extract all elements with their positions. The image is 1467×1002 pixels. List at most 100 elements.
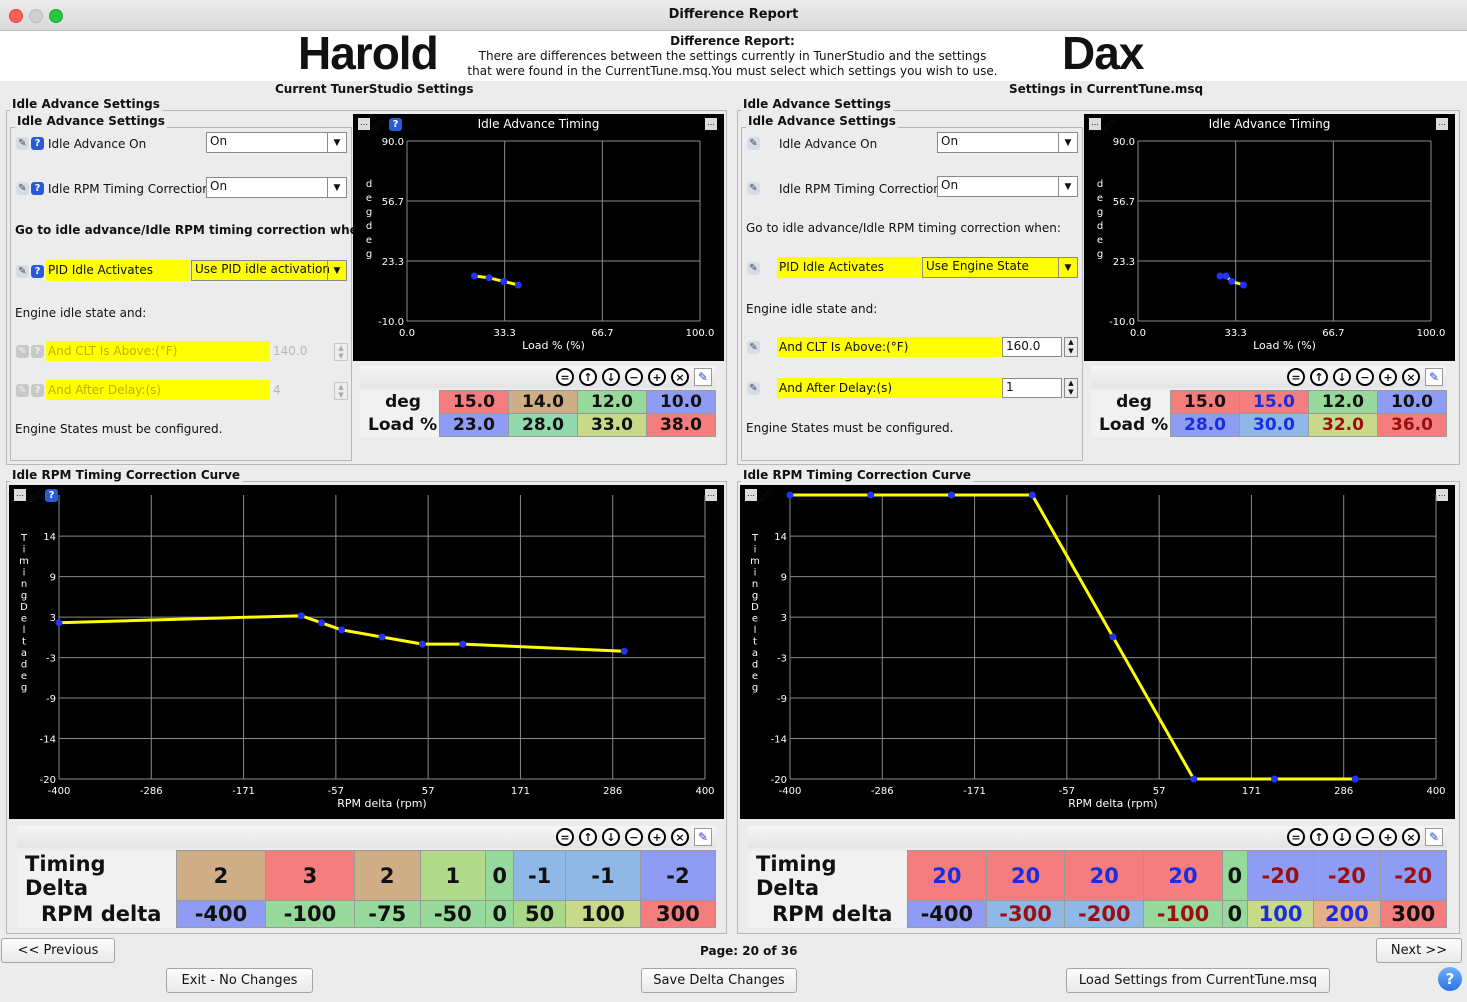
table-cell[interactable]: 300 [639,900,717,928]
table-cell[interactable]: -400 [176,900,266,928]
table-cell[interactable]: 28.0 [508,413,578,437]
pencil-icon[interactable]: ✎ [747,382,760,395]
right-pid-select[interactable]: Use Engine State ▼ [922,257,1078,278]
pencil-icon[interactable]: ✎ [1425,368,1443,386]
table-cell[interactable]: 33.0 [577,413,647,437]
table-cell[interactable]: -1 [564,850,641,901]
close-icon[interactable]: × [671,368,689,386]
menu-icon[interactable]: … [705,118,717,130]
plus-icon[interactable]: + [1379,828,1397,846]
table-cell[interactable]: -1 [513,850,566,901]
close-window-button[interactable] [9,9,23,23]
right-clt-spinner[interactable]: ▲ ▼ [1064,337,1078,357]
table-cell[interactable]: 0 [1221,900,1248,928]
help-icon[interactable]: ? [45,489,58,502]
table-cell[interactable]: 20 [985,850,1066,901]
menu-icon[interactable]: … [705,489,717,501]
arrow-up-icon[interactable]: ↑ [579,828,597,846]
table-cell[interactable]: 14.0 [508,390,578,414]
right-delay-input[interactable]: 1 [1002,378,1062,398]
arrow-down-icon[interactable]: ↓ [1333,368,1351,386]
pencil-icon[interactable]: ✎ [16,265,29,278]
arrow-down-icon[interactable]: ↓ [602,828,620,846]
table-cell[interactable]: -20 [1379,850,1448,901]
right-rpm-curve-chart[interactable]: … 🖉 … -400 -286 -171 -57 57 171 286 400 -20 -14 -9… [740,485,1455,819]
left-idle-adv-on-select[interactable]: On ▼ [206,132,347,153]
left-idle-advance-chart[interactable]: Idle Advance Timing … 🖉 ? … 0.0 33.3 66.7 1… [353,114,724,361]
minus-icon[interactable]: − [625,828,643,846]
table-cell[interactable]: -300 [985,900,1066,928]
pencil-icon[interactable]: ✎ [747,182,760,195]
help-icon[interactable]: ? [31,265,44,278]
arrow-up-icon[interactable]: ↑ [579,368,597,386]
table-cell[interactable]: -400 [907,900,987,928]
table-cell[interactable]: 2 [353,850,421,901]
arrow-down-icon[interactable]: ↓ [602,368,620,386]
menu-icon[interactable]: … [14,489,26,501]
table-cell[interactable]: 28.0 [1170,413,1240,437]
minus-icon[interactable]: − [1356,828,1374,846]
menu-icon[interactable]: … [1089,118,1101,130]
pencil-icon[interactable]: ✎ [1425,828,1443,846]
table-cell[interactable]: 100 [564,900,641,928]
pencil-icon[interactable]: ✎ [694,368,712,386]
table-cell[interactable]: 15.0 [1170,390,1240,414]
table-cell[interactable]: -75 [353,900,421,928]
table-cell[interactable]: -2 [639,850,717,901]
edit-icon[interactable]: 🖉 [1103,119,1116,133]
table-cell[interactable]: 30.0 [1239,413,1309,437]
table-cell[interactable]: -100 [264,900,355,928]
table-cell[interactable]: 12.0 [577,390,647,414]
table-cell[interactable]: 2 [176,850,266,901]
menu-icon[interactable]: … [358,118,370,130]
plus-icon[interactable]: + [648,368,666,386]
table-cell[interactable]: 200 [1313,900,1381,928]
arrow-down-icon[interactable]: ↓ [1333,828,1351,846]
arrow-up-icon[interactable]: ↑ [1310,828,1328,846]
equal-icon[interactable]: = [1287,828,1305,846]
table-cell[interactable]: -50 [419,900,487,928]
table-cell[interactable]: 38.0 [646,413,716,437]
plus-icon[interactable]: + [648,828,666,846]
right-idle-rpm-select[interactable]: On ▼ [937,176,1078,197]
table-cell[interactable]: 20 [907,850,987,901]
menu-icon[interactable]: … [1436,489,1448,501]
pencil-icon[interactable]: ✎ [694,828,712,846]
edit-icon[interactable]: 🖉 [759,490,772,504]
equal-icon[interactable]: = [556,828,574,846]
left-rpm-curve-chart[interactable]: … 🖉 ? … -400 -286 -171 -57 57 171 286 400 -20 -14… [9,485,724,819]
minimize-window-button[interactable] [29,9,43,23]
table-cell[interactable]: 15.0 [1239,390,1309,414]
table-cell[interactable]: 12.0 [1308,390,1378,414]
equal-icon[interactable]: = [1287,368,1305,386]
table-cell[interactable]: 10.0 [646,390,716,414]
pencil-icon[interactable]: ✎ [16,137,29,150]
pencil-icon[interactable]: ✎ [16,182,29,195]
help-button[interactable]: ? [1438,967,1462,991]
close-icon[interactable]: × [1402,828,1420,846]
table-cell[interactable]: 1 [419,850,487,901]
pencil-icon[interactable]: ✎ [747,262,760,275]
help-icon[interactable]: ? [389,118,402,131]
equal-icon[interactable]: = [556,368,574,386]
minus-icon[interactable]: − [1356,368,1374,386]
table-cell[interactable]: 20 [1143,850,1223,901]
table-cell[interactable]: -20 [1246,850,1315,901]
menu-icon[interactable]: … [1436,118,1448,130]
table-cell[interactable]: 0 [485,900,515,928]
right-delay-spinner[interactable]: ▲ ▼ [1064,378,1078,398]
close-icon[interactable]: × [671,828,689,846]
help-icon[interactable]: ? [31,182,44,195]
table-cell[interactable]: 32.0 [1308,413,1378,437]
right-clt-input[interactable]: 160.0 [1002,337,1062,357]
right-idle-advance-chart[interactable]: Idle Advance Timing … 🖉 … 0.0 33.3 66.7 100… [1084,114,1455,361]
help-icon[interactable]: ? [31,137,44,150]
save-delta-changes-button[interactable]: Save Delta Changes [641,968,797,993]
pencil-icon[interactable]: ✎ [747,341,760,354]
edit-icon[interactable]: 🖉 [28,490,41,504]
table-cell[interactable]: -200 [1064,900,1145,928]
minus-icon[interactable]: − [625,368,643,386]
table-cell[interactable]: 300 [1379,900,1448,928]
table-cell[interactable]: 15.0 [439,390,509,414]
menu-icon[interactable]: … [745,489,757,501]
